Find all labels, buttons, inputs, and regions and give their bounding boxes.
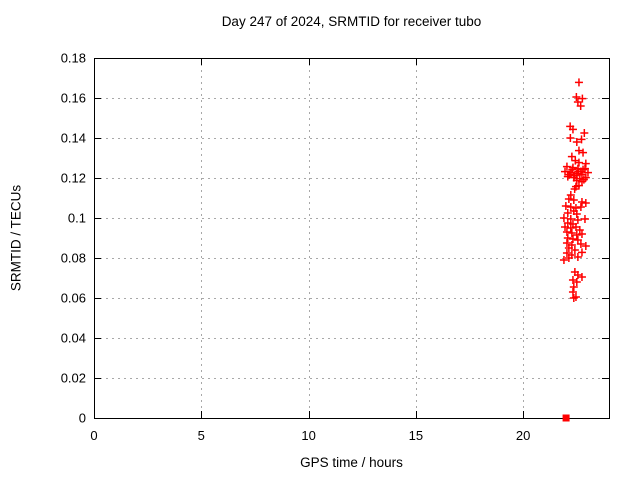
- y-tick-label: 0.16: [61, 91, 86, 106]
- y-tick-label: 0.18: [61, 51, 86, 66]
- data-point-square: [562, 414, 570, 422]
- x-tick-label: 5: [198, 428, 205, 443]
- y-tick-label: 0.14: [61, 131, 86, 146]
- x-axis-label: GPS time / hours: [300, 455, 403, 470]
- y-tick-label: 0.12: [61, 171, 86, 186]
- y-tick-label: 0.1: [68, 211, 86, 226]
- y-tick-label: 0.04: [61, 331, 86, 346]
- chart-title: Day 247 of 2024, SRMTID for receiver tub…: [221, 14, 482, 29]
- y-tick-label: 0.02: [61, 371, 86, 386]
- y-tick-label: 0: [79, 411, 86, 426]
- x-tick-label: 20: [516, 428, 530, 443]
- x-tick-label: 0: [90, 428, 97, 443]
- x-tick-label: 10: [301, 428, 315, 443]
- y-tick-label: 0.06: [61, 291, 86, 306]
- y-tick-label: 0.08: [61, 251, 86, 266]
- x-tick-label: 15: [409, 428, 423, 443]
